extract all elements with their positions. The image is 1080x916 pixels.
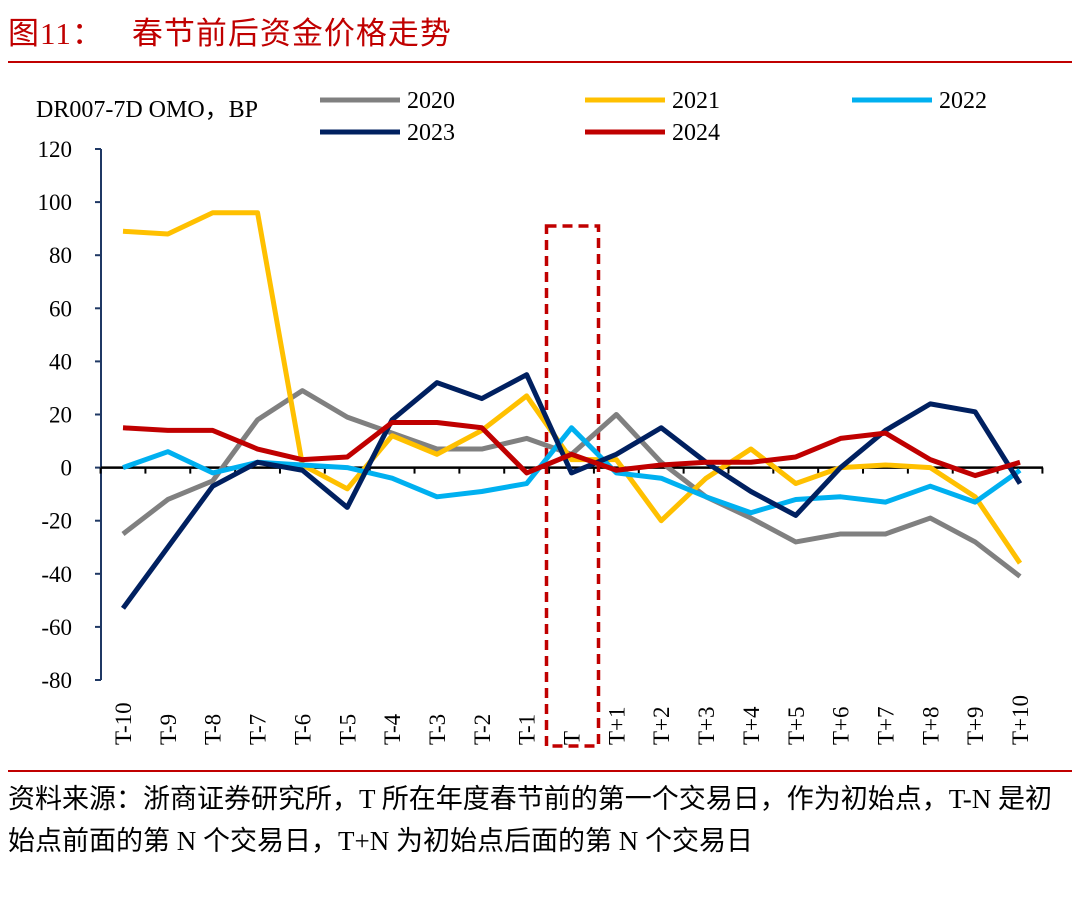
x-tick-label: T-10 [111, 702, 136, 745]
x-tick-label: T+10 [1008, 695, 1033, 745]
y-tick-label: -80 [41, 668, 72, 693]
x-tick-label: T-2 [470, 714, 495, 745]
x-tick-label: T-9 [156, 714, 181, 745]
legend-label: 2021 [672, 88, 720, 114]
x-tick-label: T+3 [694, 706, 719, 745]
y-tick-label: 20 [49, 403, 72, 428]
figure-title-text: 春节前后资金价格走势 [131, 16, 452, 51]
x-tick-label: T+1 [604, 706, 629, 745]
legend-label: 2023 [407, 120, 455, 146]
x-tick-label: T+8 [918, 706, 943, 745]
x-tick-label: T+6 [829, 706, 854, 745]
legend-label: 2022 [939, 88, 987, 114]
x-tick-label: T+2 [649, 706, 674, 745]
legend-label: 2020 [407, 88, 455, 114]
figure-number: 图11： [8, 16, 104, 51]
x-tick-label: T-3 [425, 714, 450, 745]
legend-item-2020: 2020 [320, 88, 455, 114]
x-tick-label: T-6 [290, 714, 315, 745]
x-tick-label: T+5 [784, 706, 809, 745]
y-tick-label: 120 [38, 137, 73, 162]
y-tick-label: 60 [49, 296, 72, 321]
x-tick-label: T [560, 731, 585, 745]
y-axis-label: DR007-7D OMO，BP [36, 97, 258, 123]
legend-item-2023: 2023 [320, 120, 455, 146]
y-tick-label: -40 [41, 562, 72, 587]
y-tick-label: 100 [38, 190, 73, 215]
series-line-2024 [122, 419, 1021, 479]
x-tick-label: T-7 [246, 714, 271, 745]
x-tick-label: T+9 [963, 706, 988, 745]
x-tick-label: T-8 [201, 714, 226, 745]
title-divider [8, 61, 1072, 63]
y-tick-label: -20 [41, 509, 72, 534]
legend-item-2024: 2024 [585, 120, 720, 146]
y-tick-label: 80 [49, 243, 72, 268]
y-tick-label: -60 [41, 615, 72, 640]
x-tick-label: T-4 [380, 713, 405, 745]
legend-item-2022: 2022 [852, 88, 987, 114]
x-tick-label: T-5 [335, 714, 360, 745]
x-tick-label: T+4 [739, 706, 764, 745]
highlight-box-T [544, 224, 601, 748]
legend-item-2021: 2021 [585, 88, 720, 114]
y-tick-label: 0 [61, 456, 73, 481]
x-tick-label: T-1 [515, 714, 540, 745]
source-note: 资料来源：浙商证券研究所，T 所在年度春节前的第一个交易日，作为初始点，T-N … [8, 784, 1053, 856]
series-line-2020 [121, 388, 1022, 579]
series-line-2021 [122, 210, 1023, 565]
figure-title: 图11： 春节前后资金价格走势 [8, 8, 452, 53]
legend-label: 2024 [672, 120, 720, 146]
y-tick-label: 40 [49, 349, 72, 374]
series-line-2023 [120, 372, 1023, 610]
footer-divider [8, 770, 1072, 772]
x-tick-label: T+7 [873, 706, 898, 745]
